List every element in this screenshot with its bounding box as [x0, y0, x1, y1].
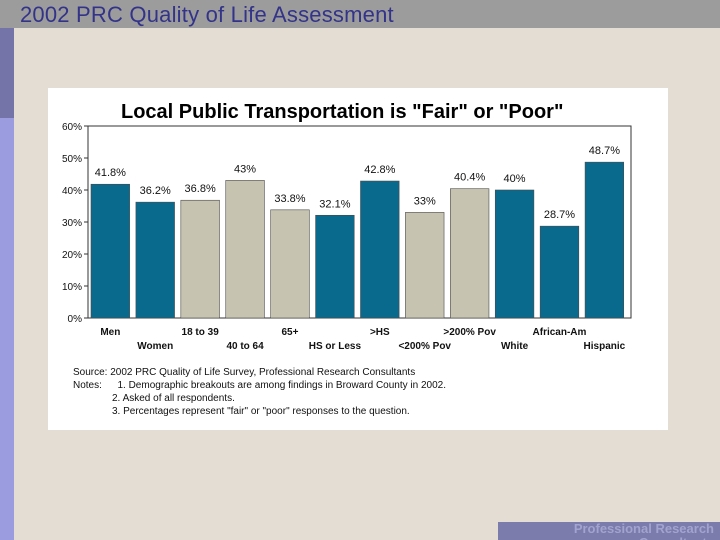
y-tick-label: 10% [62, 282, 82, 293]
bar [315, 214, 355, 319]
data-label: 33.8% [274, 193, 305, 205]
bar [90, 183, 130, 319]
data-label: 40.4% [454, 172, 485, 184]
bar [539, 225, 580, 319]
y-tick-label: 50% [62, 154, 82, 165]
category-label: >200% Pov [443, 327, 496, 338]
bar [450, 188, 490, 319]
category-label: 65+ [281, 327, 298, 338]
bar [135, 201, 175, 319]
data-label: 33% [414, 195, 436, 207]
left-rail-accent [0, 0, 14, 118]
data-label: 42.8% [364, 164, 395, 176]
data-label: 32.1% [319, 198, 350, 210]
bar [180, 199, 220, 319]
bar [494, 189, 535, 319]
category-label: 40 to 64 [226, 341, 264, 352]
category-label: <200% Pov [398, 341, 451, 352]
y-tick-label: 60% [62, 122, 82, 133]
title-bar: 2002 PRC Quality of Life Assessment [0, 0, 720, 28]
y-tick-label: 30% [62, 218, 82, 229]
y-tick-label: 20% [62, 250, 82, 261]
y-tick-label: 40% [62, 186, 82, 197]
slide-title: 2002 PRC Quality of Life Assessment [20, 2, 394, 27]
data-label: 48.7% [589, 145, 620, 157]
data-label: 41.8% [95, 167, 126, 179]
data-label: 43% [234, 163, 256, 175]
category-label: 18 to 39 [182, 327, 220, 338]
bar [225, 180, 265, 319]
bar [584, 161, 625, 319]
note-3: 3. Percentages represent "fair" or "poor… [112, 406, 410, 417]
source-note: Source: 2002 PRC Quality of Life Survey,… [73, 367, 416, 378]
data-label: 36.2% [140, 185, 171, 197]
chart-notes: Source: 2002 PRC Quality of Life Survey,… [73, 366, 446, 418]
notes-line-1: Notes: 1. Demographic breakouts are amon… [73, 379, 446, 392]
bar [270, 209, 310, 319]
category-label: African-Am [533, 327, 587, 338]
chart-title: Local Public Transportation is "Fair" or… [121, 101, 564, 123]
data-label: 28.7% [544, 209, 575, 221]
category-label: Hispanic [584, 341, 626, 352]
category-label: HS or Less [309, 341, 362, 352]
y-tick-label: 0% [68, 314, 83, 325]
category-label: White [501, 341, 529, 352]
note-2: 2. Asked of all respondents. [112, 393, 235, 404]
footer-bar: Professional Research Consultants [498, 522, 720, 540]
category-label: Men [100, 327, 120, 338]
category-label: >HS [370, 327, 390, 338]
note-1: 1. Demographic breakouts are among findi… [117, 380, 446, 391]
bar [360, 180, 400, 319]
data-label: 36.8% [185, 183, 216, 195]
footer-text: Professional Research Consultants [573, 522, 714, 540]
category-label: Women [137, 341, 173, 352]
notes-label: Notes: [73, 380, 102, 391]
left-rail [0, 0, 14, 540]
data-label: 40% [504, 173, 526, 185]
bar [405, 212, 445, 319]
